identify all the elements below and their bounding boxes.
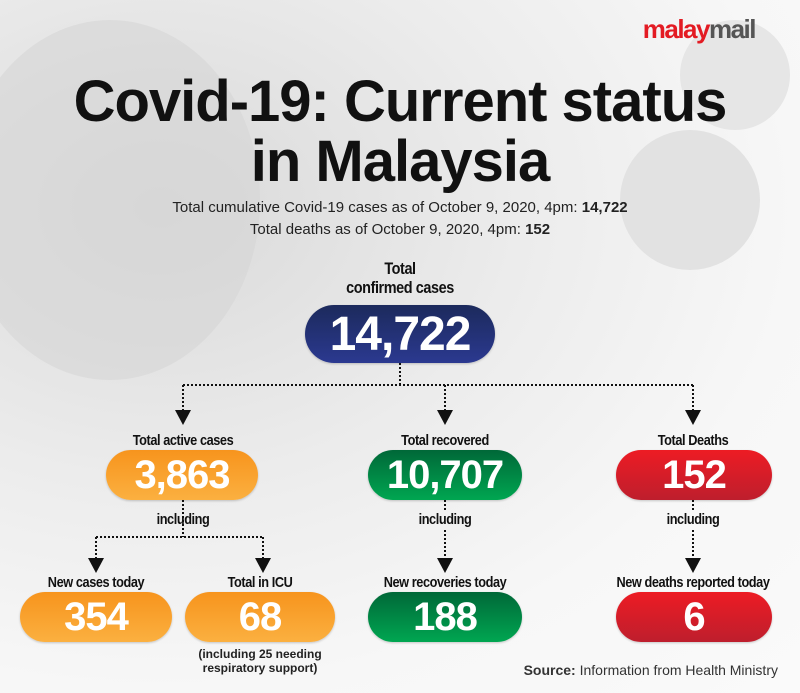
new-cases-label: New cases today (47, 574, 145, 591)
including-label: including (156, 511, 210, 528)
new-deaths-label: New deaths reported today (616, 574, 770, 591)
total-deaths-line: Total deaths as of October 9, 2020, 4pm:… (249, 221, 551, 238)
new-recoveries-value: 188 (368, 592, 522, 642)
new-cases-value: 354 (20, 592, 172, 642)
deaths-label: Total Deaths (657, 432, 729, 449)
source-note: Source: Information from Health Ministry (523, 662, 778, 678)
page-title: Covid-19: Current status (73, 69, 728, 134)
background-photo (0, 20, 260, 380)
cumulative-cases-line: Total cumulative Covid-19 cases as of Oc… (172, 199, 628, 216)
icu-value: 68 (185, 592, 335, 642)
active-cases-label: Total active cases (132, 432, 234, 449)
new-deaths-value: 6 (616, 592, 772, 642)
active-cases-value: 3,863 (106, 450, 258, 500)
virus-graphic (620, 130, 760, 270)
total-confirmed-label: Total confirmed cases (346, 259, 454, 297)
new-recoveries-label: New recoveries today (383, 574, 507, 591)
including-label: including (666, 511, 720, 528)
total-confirmed-value: 14,722 (305, 305, 495, 363)
recovered-value: 10,707 (368, 450, 522, 500)
including-label: including (418, 511, 472, 528)
deaths-value: 152 (616, 450, 772, 500)
malaymail-logo: malaymail (642, 14, 757, 44)
icu-label: Total in ICU (227, 574, 293, 591)
recovered-label: Total recovered (401, 432, 489, 449)
virus-graphic (680, 20, 790, 130)
page-title-line2: in Malaysia (250, 129, 550, 194)
icu-note: (including 25 needing respiratory support… (198, 647, 322, 675)
